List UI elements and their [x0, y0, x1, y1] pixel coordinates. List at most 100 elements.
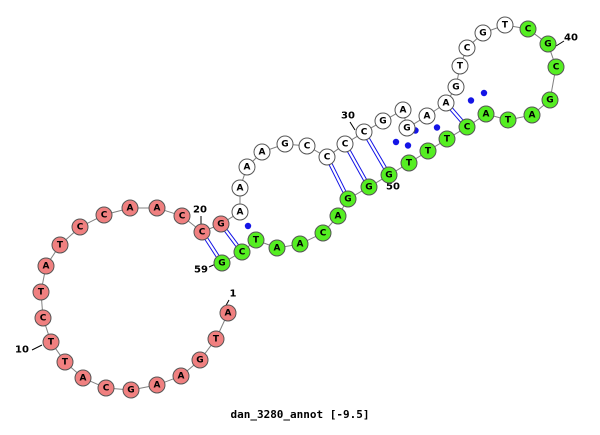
nucleotide[interactable]: C — [173, 207, 191, 225]
nucleotide-letter: G — [196, 356, 203, 366]
nucleotide[interactable]: A — [148, 199, 166, 217]
nucleotide-letter: C — [324, 153, 331, 163]
backbone-segment — [473, 118, 480, 123]
nucleotide-circle — [541, 91, 559, 109]
nucleotide[interactable]: T — [247, 231, 265, 249]
nucleotide-circle — [71, 218, 89, 236]
nucleotide[interactable]: A — [329, 207, 347, 225]
nucleotide-letter: C — [199, 228, 206, 238]
nucleotide[interactable]: G — [447, 78, 465, 96]
nucleotide[interactable]: C — [71, 218, 89, 236]
nucleotide-letter: C — [464, 123, 471, 133]
nucleotide[interactable]: G — [360, 178, 378, 196]
backbone-segment — [457, 73, 459, 80]
nucleotide[interactable]: C — [318, 148, 336, 166]
nucleotide[interactable]: A — [238, 158, 256, 176]
nucleotide-letter: T — [502, 21, 509, 31]
nucleotide[interactable]: G — [398, 119, 416, 137]
nucleotide[interactable]: A — [437, 94, 455, 112]
nucleotide[interactable]: T — [207, 330, 225, 348]
nucleotide-letter: T — [406, 159, 413, 169]
backbone-segment — [472, 38, 478, 43]
backbone-segment — [269, 146, 278, 150]
nucleotide-circle — [95, 206, 113, 224]
nucleotide[interactable]: A — [219, 304, 237, 322]
backbone-segment — [70, 366, 78, 374]
position-label-layer: 1 10 20 30 40 50 59 — [15, 33, 578, 356]
backbone-segment — [227, 215, 234, 221]
nucleotide[interactable]: G — [276, 135, 294, 153]
base-pair-dot — [433, 124, 441, 131]
nucleotide[interactable]: T — [51, 236, 69, 254]
nucleotide[interactable]: A — [231, 203, 249, 221]
nucleotide-circle — [438, 130, 456, 148]
nucleotide[interactable]: A — [253, 143, 271, 161]
nucleotide[interactable]: C — [547, 58, 565, 76]
nucleotide[interactable]: C — [298, 137, 316, 155]
nucleotide[interactable]: T — [400, 154, 418, 172]
nucleotide[interactable]: T — [496, 16, 514, 34]
nucleotide[interactable]: A — [148, 376, 166, 394]
backbone-segment — [395, 166, 403, 172]
nucleotide[interactable]: G — [191, 351, 209, 369]
nucleotide-letter: G — [452, 83, 459, 93]
nucleotide[interactable]: C — [519, 20, 537, 38]
nucleotide-letter: A — [127, 204, 134, 214]
backbone-segment — [389, 113, 397, 118]
nucleotide[interactable]: C — [314, 224, 332, 242]
nucleotide[interactable]: A — [268, 239, 286, 257]
nucleotide[interactable]: G — [541, 91, 559, 109]
nucleotide[interactable]: C — [336, 135, 354, 153]
nucleotide[interactable]: G — [339, 190, 357, 208]
nucleotide-letter: T — [48, 338, 55, 348]
nucleotide[interactable]: T — [419, 142, 437, 160]
backbone-segment — [55, 348, 61, 356]
nucleotide[interactable]: G — [212, 215, 230, 233]
nucleotide[interactable]: A — [394, 101, 412, 119]
nucleotide[interactable]: T — [451, 57, 469, 75]
nucleotide[interactable]: A — [121, 199, 139, 217]
nucleotide[interactable]: A — [523, 106, 541, 124]
nucleotide-circle — [212, 215, 230, 233]
nucleotide[interactable]: T — [438, 130, 456, 148]
nucleotide[interactable]: A — [291, 235, 309, 253]
basepair-layer — [204, 89, 488, 258]
nucleotide[interactable]: C — [233, 243, 251, 261]
nucleotide[interactable]: C — [458, 39, 476, 57]
nucleotide[interactable]: C — [193, 223, 211, 241]
nucleotide[interactable]: A — [172, 367, 190, 385]
nucleotide[interactable]: G — [380, 166, 398, 184]
nucleotide-letter: T — [457, 62, 464, 72]
backbone-segment — [41, 299, 43, 311]
nucleotide[interactable]: G — [122, 381, 140, 399]
nucleotide[interactable]: T — [499, 111, 517, 129]
nucleotide[interactable]: G — [474, 24, 492, 42]
backbone-segment — [218, 320, 226, 332]
nucleotide[interactable]: A — [74, 369, 92, 387]
nucleotide[interactable]: T — [32, 283, 50, 301]
nucleotide[interactable]: G — [213, 254, 231, 272]
nucleotide[interactable]: G — [374, 112, 392, 130]
nucleotide-circle — [121, 199, 139, 217]
backbone-segment — [370, 124, 377, 129]
nucleotide[interactable]: C — [34, 309, 52, 327]
nucleotide-circle — [56, 353, 74, 371]
nucleotide-letter: A — [244, 163, 251, 173]
nucleotide-letter: C — [320, 229, 327, 239]
nucleotide[interactable]: A — [418, 107, 436, 125]
nucleotide[interactable]: G — [539, 35, 557, 53]
nucleotide-letter: C — [239, 248, 246, 258]
backbone-segment — [327, 221, 334, 228]
nucleotide[interactable]: C — [458, 118, 476, 136]
nucleotide[interactable]: A — [477, 105, 495, 123]
nucleotide[interactable]: A — [37, 257, 55, 275]
nucleotide[interactable]: T — [56, 353, 74, 371]
nucleotide[interactable]: A — [231, 179, 249, 197]
nucleotide-letter: A — [43, 262, 50, 272]
nucleotide-letter: A — [400, 106, 407, 116]
nucleotide[interactable]: C — [97, 379, 115, 397]
nucleotide[interactable]: C — [95, 206, 113, 224]
nucleotide[interactable]: T — [42, 333, 60, 351]
nucleotide[interactable]: C — [355, 123, 373, 141]
nucleotide-circle — [458, 39, 476, 57]
